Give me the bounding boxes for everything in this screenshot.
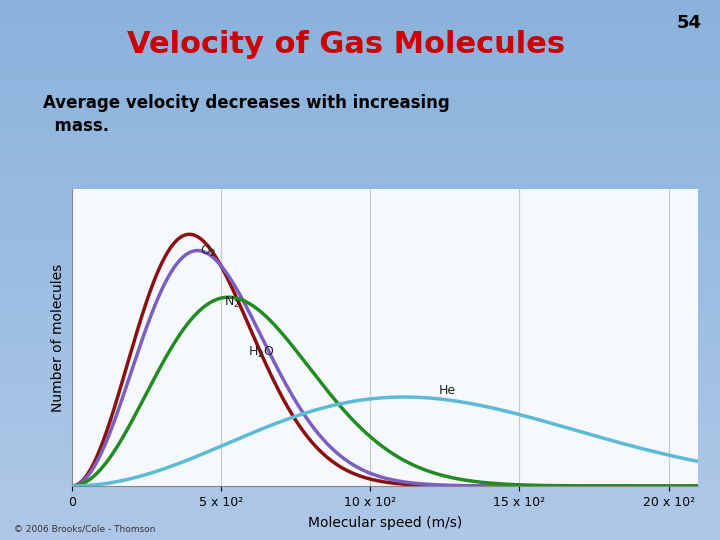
- Y-axis label: Number of molecules: Number of molecules: [51, 264, 65, 411]
- Text: N$_2$: N$_2$: [224, 295, 240, 310]
- Text: He: He: [439, 384, 456, 397]
- Text: Velocity of Gas Molecules: Velocity of Gas Molecules: [127, 30, 564, 59]
- Text: © 2006 Brooks/Cole - Thomson: © 2006 Brooks/Cole - Thomson: [14, 524, 156, 534]
- Text: H$_2$O: H$_2$O: [248, 345, 274, 360]
- Text: O$_2$: O$_2$: [200, 245, 217, 260]
- Text: Average velocity decreases with increasing
  mass.: Average velocity decreases with increasi…: [43, 94, 450, 134]
- X-axis label: Molecular speed (m/s): Molecular speed (m/s): [308, 516, 462, 530]
- Text: 54: 54: [677, 14, 702, 31]
